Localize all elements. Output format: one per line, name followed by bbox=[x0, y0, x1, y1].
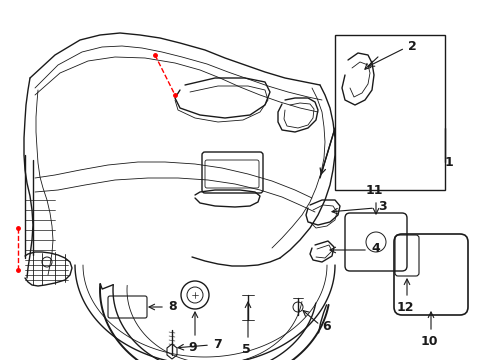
Text: 3: 3 bbox=[377, 201, 386, 213]
Text: 5: 5 bbox=[241, 343, 250, 356]
Text: 6: 6 bbox=[321, 320, 330, 333]
Text: 10: 10 bbox=[419, 335, 437, 348]
Text: 1: 1 bbox=[444, 156, 453, 168]
Text: 2: 2 bbox=[407, 40, 416, 54]
Text: 12: 12 bbox=[395, 301, 413, 314]
Bar bbox=[334, 35, 444, 190]
Text: 9: 9 bbox=[188, 341, 197, 354]
Text: 8: 8 bbox=[168, 300, 176, 312]
Text: 11: 11 bbox=[365, 184, 382, 197]
Text: 7: 7 bbox=[213, 338, 221, 351]
Text: 4: 4 bbox=[370, 243, 379, 256]
